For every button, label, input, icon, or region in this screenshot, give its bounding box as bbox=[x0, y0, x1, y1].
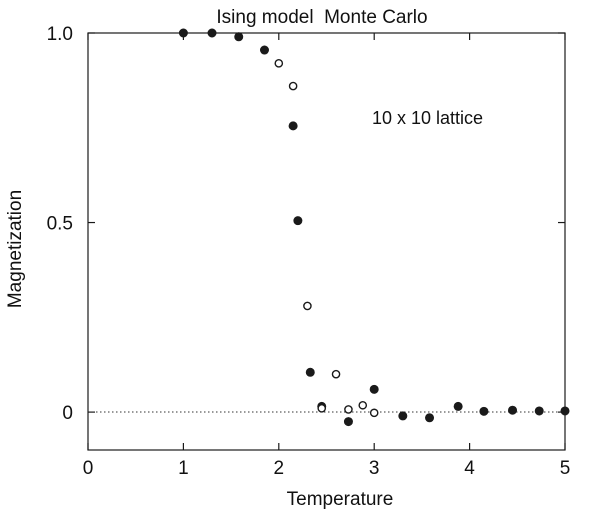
filled-data-point bbox=[508, 405, 518, 415]
filled-data-point bbox=[305, 367, 315, 377]
x-tick-label: 0 bbox=[83, 458, 94, 479]
y-axis-label: Magnetization bbox=[5, 190, 26, 308]
x-tick-label: 3 bbox=[369, 458, 380, 479]
filled-data-point bbox=[479, 406, 489, 416]
data-points bbox=[178, 28, 570, 427]
open-data-point bbox=[344, 405, 353, 414]
open-data-point bbox=[288, 81, 298, 91]
open-data-point bbox=[317, 403, 327, 413]
y-tick-label: 0.5 bbox=[47, 214, 73, 235]
y-tick-label: 1.0 bbox=[47, 24, 73, 45]
filled-data-point bbox=[534, 406, 544, 416]
x-tick-label: 1 bbox=[178, 458, 189, 479]
open-data-point bbox=[274, 59, 284, 68]
open-data-point bbox=[358, 400, 368, 410]
plot-frame bbox=[87, 32, 566, 451]
filled-data-point bbox=[560, 406, 570, 416]
filled-data-point bbox=[398, 411, 408, 421]
filled-data-point bbox=[178, 28, 188, 38]
filled-data-point bbox=[259, 45, 269, 55]
filled-data-point bbox=[288, 121, 298, 131]
y-axis-ticks: 0 0.5 1.0 bbox=[47, 24, 565, 424]
open-data-point bbox=[331, 369, 341, 379]
filled-data-point bbox=[207, 28, 217, 38]
filled-data-point bbox=[234, 32, 244, 42]
open-data-point bbox=[369, 408, 379, 418]
chart-title: Ising model Monte Carlo bbox=[216, 7, 427, 28]
filled-data-point bbox=[343, 417, 353, 427]
x-axis-label: Temperature bbox=[287, 489, 394, 510]
y-tick-label: 0 bbox=[62, 403, 73, 424]
open-data-point bbox=[303, 301, 312, 311]
x-tick-label: 2 bbox=[274, 458, 285, 479]
filled-data-point bbox=[425, 413, 435, 423]
x-tick-label: 4 bbox=[464, 458, 475, 479]
filled-data-point bbox=[453, 401, 463, 411]
filled-data-point bbox=[293, 216, 303, 226]
filled-data-point bbox=[369, 384, 379, 394]
x-tick-label: 5 bbox=[560, 458, 571, 479]
chart-annotation: 10 x 10 lattice bbox=[372, 108, 483, 128]
